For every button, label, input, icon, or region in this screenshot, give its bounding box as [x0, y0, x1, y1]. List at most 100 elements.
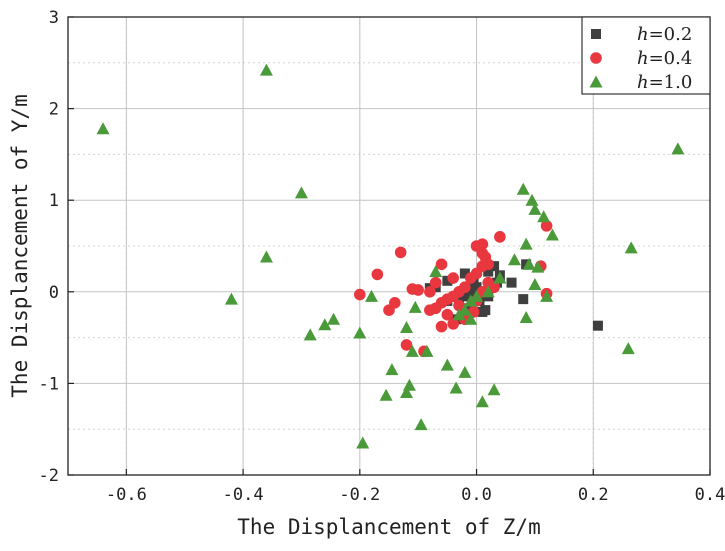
triangle-marker	[493, 271, 507, 284]
triangle-marker	[475, 395, 489, 408]
triangle-marker	[470, 289, 484, 302]
triangle-marker	[405, 344, 419, 357]
x-tick-label: 0.2	[578, 485, 609, 505]
triangle-marker	[458, 303, 472, 316]
circle-marker	[424, 286, 436, 298]
triangle-marker	[522, 257, 536, 270]
triangle-marker	[318, 318, 332, 331]
triangle-marker	[353, 326, 367, 339]
triangle-marker	[408, 300, 422, 313]
triangle-marker	[528, 277, 542, 290]
legend: h=0.2 h=0.4 h=1.0	[581, 16, 711, 95]
triangle-marker	[531, 260, 545, 273]
circle-marker	[435, 258, 448, 271]
triangle-marker	[452, 308, 466, 321]
square-marker	[459, 291, 470, 302]
circle-marker	[406, 283, 419, 295]
triangle-marker	[449, 381, 463, 394]
circle-marker	[488, 281, 500, 294]
triangle-marker	[364, 289, 378, 302]
circle-marker	[394, 246, 407, 259]
triangle-marker	[224, 292, 238, 305]
triangle-marker	[356, 436, 370, 449]
square-marker	[489, 261, 500, 272]
series-triangle	[96, 63, 685, 449]
triangle-marker	[519, 237, 533, 250]
triangle-marker	[402, 378, 416, 391]
triangle-marker	[440, 358, 454, 371]
legend-marker-triangle	[589, 75, 603, 88]
triangle-marker	[507, 253, 521, 266]
legend-box	[581, 16, 711, 95]
triangle-marker	[294, 186, 308, 199]
triangle-marker	[487, 383, 501, 396]
circle-marker	[429, 276, 442, 289]
x-tick-label: 0.0	[461, 485, 492, 505]
legend-marker-circle	[590, 52, 602, 64]
circle-marker	[476, 238, 489, 250]
triangle-marker	[259, 63, 273, 76]
circle-marker	[453, 299, 465, 312]
circle-marker	[424, 304, 436, 316]
triangle-marker	[519, 310, 533, 323]
triangle-marker	[458, 365, 472, 378]
x-tick-label: -0.6	[106, 485, 147, 505]
x-tick-label: 0.4	[695, 485, 725, 505]
legend-label: h=0.4	[637, 48, 692, 69]
triangle-marker	[259, 250, 273, 263]
circle-marker	[464, 272, 477, 284]
y-tick-labels: -2 -1 0 1 2 3	[39, 8, 59, 486]
circle-marker	[447, 272, 460, 284]
square-marker	[483, 266, 494, 277]
square-marker	[459, 268, 470, 279]
y-tick-label: 1	[49, 191, 59, 211]
circle-marker	[441, 308, 454, 321]
triangle-marker	[481, 285, 495, 298]
x-tick-labels: -0.6 -0.4 -0.2 0.0 0.2 0.4	[106, 485, 725, 505]
y-tick-label: 2	[49, 100, 59, 120]
square-marker	[442, 275, 453, 286]
triangle-marker	[624, 241, 638, 254]
legend-label: h=0.2	[637, 24, 692, 45]
y-tick-label: -2	[39, 466, 59, 486]
triangle-marker	[379, 388, 393, 401]
x-axis-title: The Displancement of Z/m	[237, 515, 540, 539]
y-tick-label: -1	[39, 374, 59, 394]
x-tick-label: -0.4	[223, 485, 264, 505]
plot-frame	[67, 16, 711, 476]
circle-marker	[435, 320, 448, 333]
circle-marker	[371, 268, 384, 281]
circle-marker	[447, 318, 460, 330]
circle-marker	[479, 251, 492, 263]
x-tick-label: -0.2	[339, 485, 380, 505]
circle-marker	[494, 231, 506, 243]
legend-label: h=1.0	[637, 72, 692, 93]
triangle-marker	[420, 344, 434, 357]
triangle-marker	[96, 122, 110, 135]
circle-marker	[354, 288, 366, 301]
y-axis-title: The Displancement of Y/m	[8, 94, 32, 397]
triangle-marker	[516, 182, 530, 195]
triangle-marker	[537, 210, 551, 223]
square-marker	[462, 303, 473, 314]
triangle-marker	[528, 202, 542, 215]
triangle-marker	[464, 312, 478, 325]
legend-marker-square	[591, 29, 601, 39]
triangle-marker	[464, 294, 478, 307]
circle-marker	[400, 339, 413, 351]
triangle-marker	[400, 321, 414, 334]
triangle-marker	[414, 418, 428, 431]
triangle-marker	[400, 386, 414, 399]
y-tick-label: 0	[49, 283, 59, 303]
circle-marker	[383, 304, 395, 316]
data-markers	[96, 63, 685, 449]
triangle-marker	[385, 363, 399, 376]
triangle-marker	[621, 342, 635, 355]
triangle-marker	[429, 265, 443, 278]
square-marker	[506, 277, 517, 288]
triangle-marker	[671, 142, 685, 155]
circle-marker	[540, 220, 553, 232]
triangle-marker	[545, 228, 559, 241]
triangle-marker	[540, 289, 554, 302]
